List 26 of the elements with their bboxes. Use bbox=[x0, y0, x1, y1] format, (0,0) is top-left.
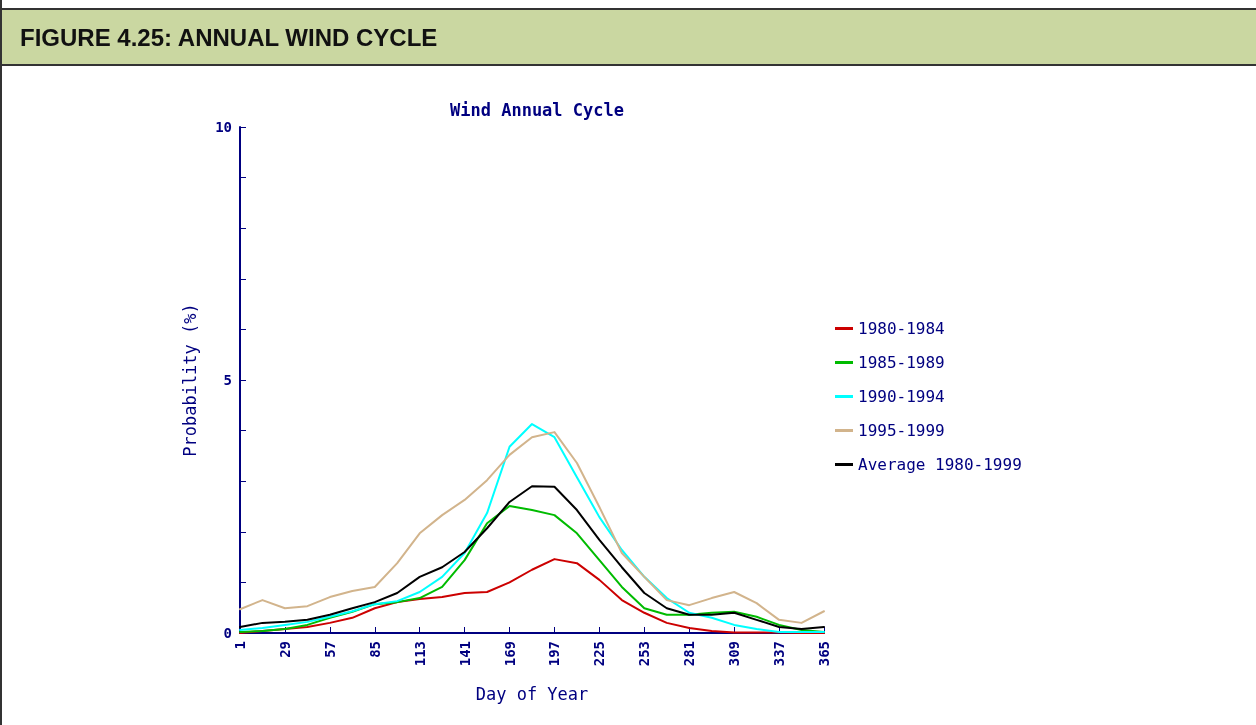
legend-label: 1985-1989 bbox=[858, 353, 945, 372]
x-tick-label: 1 bbox=[232, 641, 248, 650]
x-tick-label: 281 bbox=[681, 641, 698, 667]
chart-subtitle: Wind Annual Cycle bbox=[450, 99, 624, 120]
x-tick-label: 253 bbox=[636, 641, 653, 667]
x-tick-label: 141 bbox=[456, 641, 473, 667]
x-tick-label: 225 bbox=[591, 641, 608, 667]
y-tick-label: 10 bbox=[215, 119, 232, 135]
legend-label: Average 1980-1999 bbox=[858, 455, 1022, 474]
legend-label: 1980-1984 bbox=[858, 319, 945, 338]
y-tick-label: 0 bbox=[223, 625, 232, 641]
x-tick-label: 169 bbox=[501, 641, 518, 667]
y-axis-title: Probability (%) bbox=[179, 303, 200, 457]
x-tick-label: 197 bbox=[546, 641, 563, 667]
x-tick-label: 85 bbox=[366, 641, 383, 658]
y-tick-label: 5 bbox=[223, 372, 232, 388]
x-axis-title: Day of Year bbox=[475, 683, 589, 704]
x-tick-label: 29 bbox=[276, 641, 293, 658]
x-tick-label: 57 bbox=[321, 641, 338, 658]
x-tick-label: 337 bbox=[771, 641, 788, 667]
x-tick-label: 113 bbox=[411, 641, 428, 667]
x-tick-label: 365 bbox=[816, 641, 832, 667]
chart-title: FIGURE 4.25: ANNUAL WIND CYCLE bbox=[2, 8, 1256, 66]
x-tick-label: 309 bbox=[726, 641, 743, 667]
legend-label: 1990-1994 bbox=[858, 387, 945, 406]
legend-label: 1995-1999 bbox=[858, 421, 945, 440]
